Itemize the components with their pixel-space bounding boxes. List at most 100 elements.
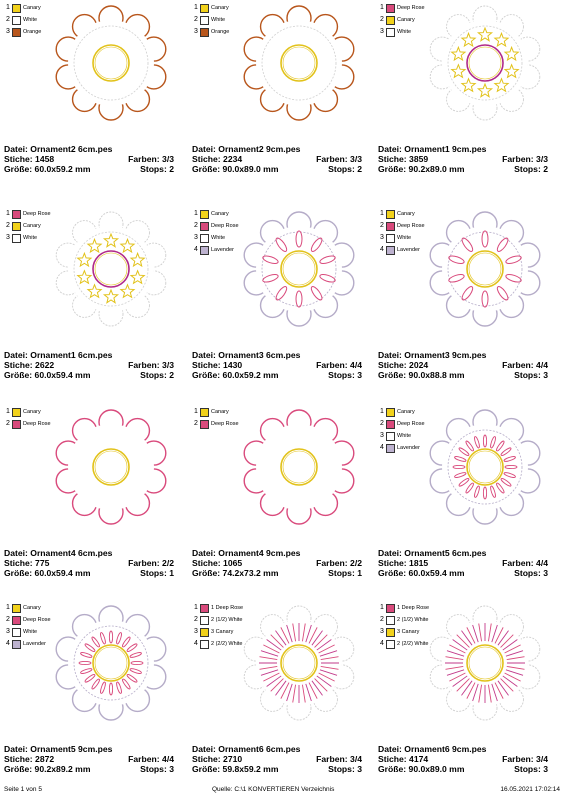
design-info: Datei: Ornament6 9cm.pes Stiche: 4174 Farb… <box>378 744 554 774</box>
design-cell: 1 Canary 2 White 3 Orange Datei: Ornament2 9cm… <box>192 0 370 190</box>
legend-number: 2 <box>194 16 198 23</box>
design-size: Größe: 90.0x88.8 mm <box>378 370 465 380</box>
color-swatch <box>386 210 395 219</box>
petal-scallop <box>313 614 338 640</box>
loop-stitch <box>116 632 122 645</box>
file-name: Datei: Ornament3 9cm.pes <box>378 350 487 360</box>
loop-stitch <box>84 643 96 652</box>
legend-number: 4 <box>380 444 384 451</box>
sun-ray <box>316 639 332 651</box>
inner-ring <box>447 231 523 307</box>
file-name: Datei: Ornament6 6cm.pes <box>192 744 301 754</box>
design-info: Datei: Ornament6 6cm.pes Stiche: 2710 Farb… <box>192 744 368 774</box>
color-swatch <box>386 640 395 649</box>
legend-number: 3 <box>194 234 198 241</box>
info-row: Größe: 90.0x89.0 mm Stops: 2 <box>192 164 368 174</box>
petal-scallop <box>141 242 167 268</box>
legend-number: 2 <box>380 16 384 23</box>
center-ring-inner <box>468 646 502 680</box>
legend-number: 1 <box>380 604 384 611</box>
legend-color-name: Canary <box>23 5 41 11</box>
legend-color-name: Canary <box>211 211 229 217</box>
color-swatch <box>386 432 395 441</box>
center-ring-inner <box>282 46 316 80</box>
legend-number: 3 <box>380 432 384 439</box>
design-cell: 1 Canary 2 Deep Rose Datei: Ornament4 9cm.pe… <box>192 404 370 594</box>
center-ring <box>466 448 504 486</box>
sun-ray <box>275 680 287 696</box>
stitch-count: Stiche: 2234 <box>192 154 243 164</box>
design-cell: 1 1 Deep Rose 2 2 (1/2) White 3 3 Canary 4 2 (2… <box>378 600 556 790</box>
sun-ray <box>500 678 514 692</box>
stop-count: Stops: 1 <box>328 568 362 578</box>
legend-number: 3 <box>6 628 10 635</box>
loop-stitch <box>108 682 114 696</box>
legend-number: 1 <box>380 210 384 217</box>
inner-ring <box>447 429 523 505</box>
loop-stitch <box>80 668 93 674</box>
info-row: Stiche: 775 Farben: 2/2 <box>4 558 180 568</box>
oval-petal <box>461 286 474 301</box>
info-row: Datei: Ornament6 9cm.pes <box>378 744 554 754</box>
oval-petal <box>481 230 489 248</box>
sun-ray <box>305 624 312 643</box>
sun-ray <box>286 624 293 643</box>
center-ring <box>92 44 130 82</box>
sun-ray <box>270 678 284 692</box>
star-motif <box>86 283 103 299</box>
legend-color-name: Deep Rose <box>397 5 425 11</box>
oval-petal <box>319 273 336 283</box>
stop-count: Stops: 3 <box>328 764 362 774</box>
sun-ray <box>316 675 332 687</box>
embroidery-preview <box>429 211 541 327</box>
sun-ray <box>504 672 521 682</box>
oval-petal <box>505 255 522 265</box>
legend-color-name: Deep Rose <box>23 617 51 623</box>
legend-color-name: Orange <box>23 29 42 35</box>
loop-stitch <box>490 485 496 498</box>
petal-scallop <box>286 605 312 631</box>
legend-color-name: White <box>23 17 38 23</box>
legend-color-name: 3 Canary <box>211 629 234 635</box>
star-motif <box>460 31 477 48</box>
sun-ray <box>449 644 466 654</box>
sun-ray <box>461 630 473 646</box>
embroidery-preview <box>243 409 355 525</box>
legend-color-name: Canary <box>23 223 41 229</box>
legend-number: 1 <box>6 408 10 415</box>
legend-number: 2 <box>380 616 384 623</box>
petal-mask <box>68 226 154 312</box>
legend-color-name: 2 (1/2) White <box>211 617 243 623</box>
legend-color-name: White <box>23 629 38 635</box>
legend-number: 3 <box>380 234 384 241</box>
stitch-count: Stiche: 2024 <box>378 360 429 370</box>
legend-color-name: Deep Rose <box>211 223 239 229</box>
petal-scallop <box>125 220 150 246</box>
stitch-count: Stiche: 2622 <box>4 360 55 370</box>
legend-number: 1 <box>194 4 198 11</box>
sun-ray <box>286 683 293 702</box>
center-ring <box>280 250 318 288</box>
legend-number: 4 <box>6 640 10 647</box>
color-count: Farben: 3/3 <box>128 360 174 370</box>
color-swatch <box>386 4 395 13</box>
color-swatch <box>200 640 209 649</box>
sun-ray <box>301 684 306 703</box>
color-swatch <box>12 616 21 625</box>
color-swatch <box>386 616 395 625</box>
color-count: Farben: 4/4 <box>316 360 362 370</box>
center-ring-inner <box>468 46 502 80</box>
legend-color-name: Deep Rose <box>397 421 425 427</box>
sun-ray <box>505 669 524 676</box>
legend-number: 2 <box>380 420 384 427</box>
sun-ray <box>318 672 335 682</box>
loop-stitch <box>482 486 488 500</box>
info-row: Datei: Ornament2 9cm.pes <box>192 144 368 154</box>
loop-stitch <box>108 630 114 644</box>
loop-stitch <box>503 472 516 478</box>
color-count: Farben: 4/4 <box>502 558 548 568</box>
sun-ray <box>275 630 287 646</box>
star-motif <box>129 251 146 268</box>
legend-number: 1 <box>380 4 384 11</box>
color-swatch <box>200 16 209 25</box>
